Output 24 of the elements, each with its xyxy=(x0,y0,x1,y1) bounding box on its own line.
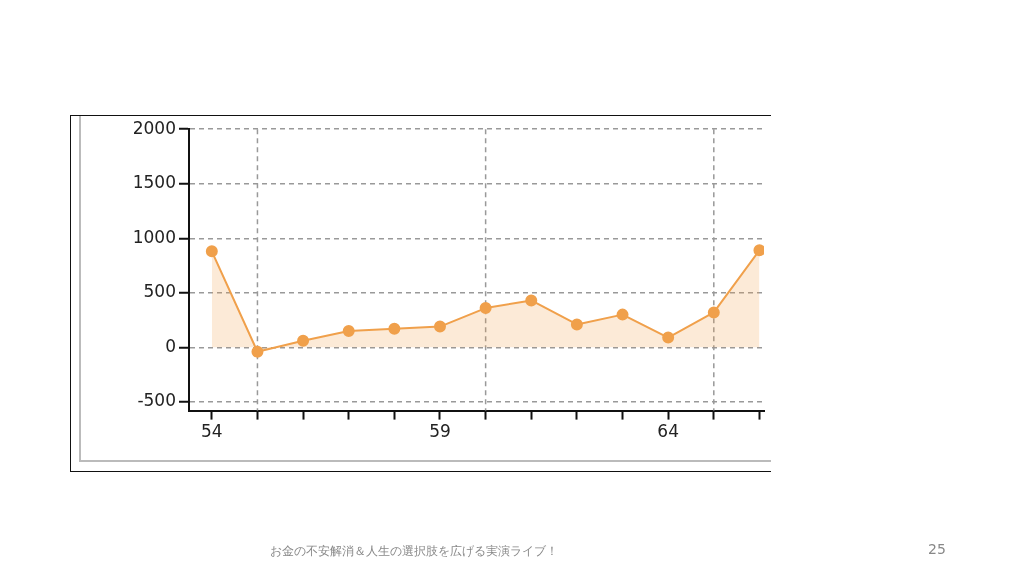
y-tick-label: 1000 xyxy=(132,226,176,247)
point xyxy=(570,318,583,331)
point xyxy=(525,294,538,307)
y-tick-label: 2000 xyxy=(132,117,176,138)
point xyxy=(297,334,310,347)
y-tick-label: 1500 xyxy=(132,172,176,193)
point xyxy=(616,308,629,321)
point xyxy=(753,244,764,257)
text: 25 xyxy=(928,541,946,557)
x-tick-label: 59 xyxy=(429,421,451,442)
point xyxy=(479,302,492,315)
point xyxy=(662,331,675,344)
point xyxy=(205,245,218,258)
point xyxy=(433,320,446,333)
y-tick-label: -500 xyxy=(137,390,176,411)
point xyxy=(707,306,720,319)
text: お金の不安解消＆人生の選択肢を広げる実演ライブ！ xyxy=(270,543,558,560)
point xyxy=(388,322,401,335)
x-tick-label: 64 xyxy=(657,421,679,442)
point xyxy=(251,345,264,358)
point xyxy=(342,324,355,337)
x-tick-label: 54 xyxy=(201,421,223,442)
y-tick-label: 500 xyxy=(143,281,176,302)
y-tick-label: 0 xyxy=(165,335,176,356)
